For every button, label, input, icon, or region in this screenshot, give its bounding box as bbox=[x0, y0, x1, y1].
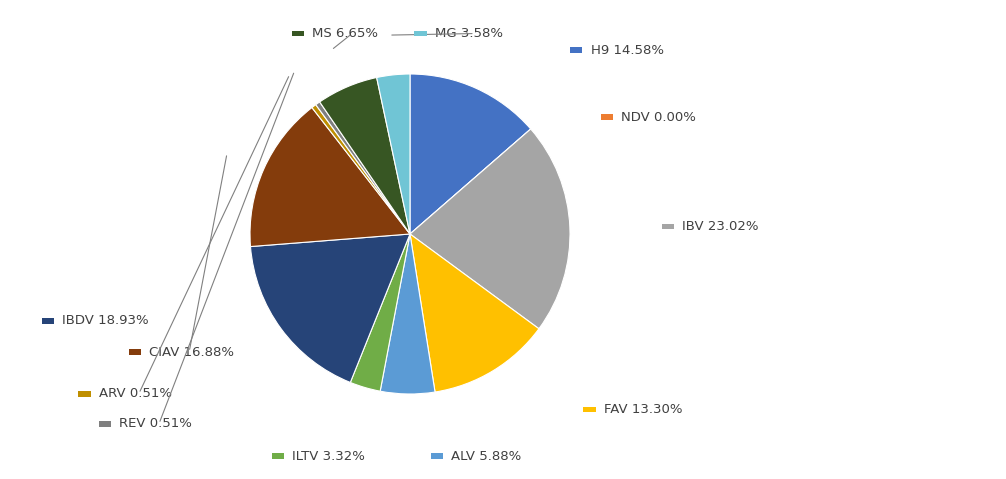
Wedge shape bbox=[312, 105, 410, 234]
FancyBboxPatch shape bbox=[272, 453, 284, 459]
Text: ALV 5.88%: ALV 5.88% bbox=[451, 449, 521, 463]
Text: H9 14.58%: H9 14.58% bbox=[591, 44, 664, 57]
Text: ARV 0.51%: ARV 0.51% bbox=[99, 387, 172, 400]
FancyBboxPatch shape bbox=[42, 318, 54, 324]
Text: MG 3.58%: MG 3.58% bbox=[435, 27, 503, 40]
Text: NDV 0.00%: NDV 0.00% bbox=[621, 111, 695, 124]
Wedge shape bbox=[250, 234, 410, 382]
Text: REV 0.51%: REV 0.51% bbox=[119, 417, 191, 431]
Text: ILTV 3.32%: ILTV 3.32% bbox=[292, 449, 364, 463]
Wedge shape bbox=[380, 234, 435, 394]
Text: IBDV 18.93%: IBDV 18.93% bbox=[62, 314, 149, 328]
Wedge shape bbox=[250, 108, 410, 247]
FancyBboxPatch shape bbox=[99, 421, 111, 427]
Wedge shape bbox=[410, 129, 531, 234]
Wedge shape bbox=[376, 74, 410, 234]
Text: IBV 23.02%: IBV 23.02% bbox=[682, 220, 759, 233]
FancyBboxPatch shape bbox=[414, 31, 427, 36]
Wedge shape bbox=[350, 234, 410, 391]
FancyBboxPatch shape bbox=[78, 391, 91, 397]
Wedge shape bbox=[410, 234, 539, 392]
FancyBboxPatch shape bbox=[583, 407, 596, 412]
FancyBboxPatch shape bbox=[292, 31, 304, 36]
Wedge shape bbox=[320, 78, 410, 234]
Wedge shape bbox=[410, 74, 531, 234]
Wedge shape bbox=[316, 102, 410, 234]
FancyBboxPatch shape bbox=[570, 47, 582, 53]
Text: CIAV 16.88%: CIAV 16.88% bbox=[149, 345, 233, 359]
FancyBboxPatch shape bbox=[431, 453, 443, 459]
Text: FAV 13.30%: FAV 13.30% bbox=[604, 403, 682, 416]
Wedge shape bbox=[410, 129, 570, 329]
FancyBboxPatch shape bbox=[601, 114, 613, 120]
Text: MS 6.65%: MS 6.65% bbox=[312, 27, 378, 40]
FancyBboxPatch shape bbox=[129, 349, 141, 355]
FancyBboxPatch shape bbox=[662, 224, 674, 229]
